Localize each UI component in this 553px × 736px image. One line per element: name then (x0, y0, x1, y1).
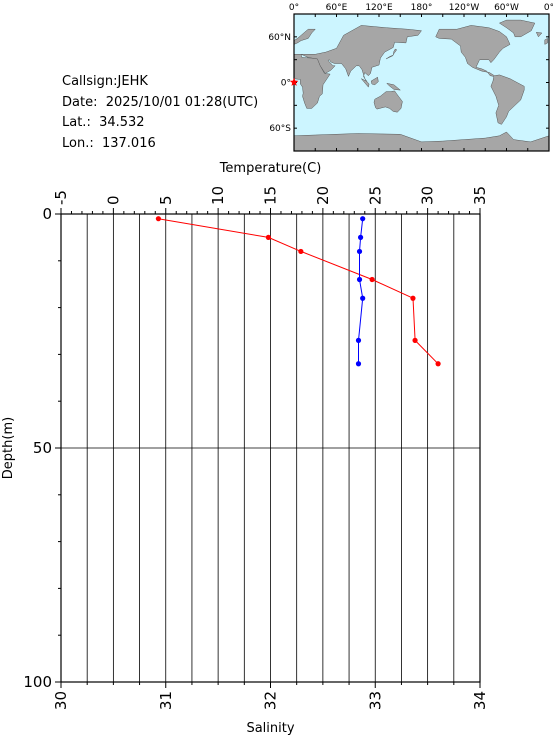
temperature-data-point (298, 248, 304, 255)
map-longitude-label: 120°W (449, 3, 480, 13)
map-land-6 (385, 48, 398, 60)
map-land-3 (361, 78, 370, 88)
temperature-data-point (412, 337, 418, 343)
temperature-data-point (435, 361, 441, 367)
map-land-11 (544, 37, 548, 45)
salinity-tick-label: 33 (366, 691, 384, 710)
salinity-data-point (355, 361, 362, 367)
temperature-tick-label: 15 (262, 186, 280, 205)
latitude-text: Lat.: 34.532 (62, 115, 145, 130)
salinity-data-point (356, 248, 363, 255)
map-longitude-label: 0° (544, 3, 553, 13)
salinity-tick-label: 32 (262, 691, 280, 710)
temperature-tick-label: 10 (209, 186, 227, 205)
temperature-axis-title: Temperature(C) (219, 161, 322, 176)
location-map: 0° 60°E 120°E 180° 120°W 60°W 0° 60°N 0° 60°S (268, 3, 553, 152)
map-latitude-label: 60°S (269, 124, 291, 134)
temperature-profile-line (158, 218, 439, 365)
temperature-tick-label: 35 (471, 186, 489, 205)
salinity-tick-label: 30 (52, 691, 70, 710)
map-land-1 (293, 54, 331, 109)
temperature-tick-label: 30 (419, 186, 437, 205)
info-block: Callsign:JEHK Date: 2025/10/01 01:28(UTC… (62, 72, 258, 154)
map-longitude-label: 180° (411, 3, 433, 13)
map-land-2 (373, 90, 403, 113)
map-longitude-label: 60°W (494, 3, 519, 13)
map-land-10 (535, 31, 543, 38)
depth-tick-label: 50 (33, 439, 52, 457)
map-longitude-label: 60°E (326, 3, 348, 13)
temperature-data-point (410, 295, 416, 301)
salinity-data-point (360, 295, 366, 301)
salinity-data-point (360, 216, 366, 222)
star-icon (289, 77, 299, 86)
temperature-tick-label: -5 (52, 190, 70, 205)
map-land-8 (498, 19, 536, 38)
depth-axis-title: Depth(m) (1, 417, 16, 479)
salinity-data-point (356, 276, 363, 283)
map-land-5 (386, 82, 402, 91)
salinity-axis-title: Salinity (246, 721, 294, 736)
salinity-data-point (357, 234, 364, 240)
temperature-data-point (155, 216, 162, 222)
salinity-tick-label: 34 (471, 691, 489, 710)
longitude-text: Lon.: 137.016 (62, 135, 156, 151)
callsign-text: Callsign:JEHK (62, 74, 148, 89)
temperature-data-point (369, 276, 375, 283)
map-latitude-label: 60°N (268, 33, 291, 43)
depth-tick-label: 0 (42, 205, 52, 223)
map-land-4 (370, 76, 379, 86)
temperature-tick-label: 5 (157, 195, 175, 205)
map-land-7 (435, 25, 525, 125)
temperature-tick-label: 20 (314, 186, 332, 205)
temperature-data-point (265, 234, 272, 240)
map-longitude-label: 0° (289, 3, 299, 13)
map-longitude-label: 120°E (365, 3, 393, 13)
salinity-tick-label: 31 (157, 691, 175, 710)
date-text: Date: 2025/10/01 01:28(UTC) (62, 94, 259, 110)
temperature-tick-label: 25 (366, 186, 384, 205)
map-land-12 (293, 28, 316, 45)
depth-tick-label: 100 (23, 673, 52, 691)
salinity-data-point (355, 337, 362, 343)
map-latitude-label: 0° (281, 79, 291, 89)
temperature-tick-label: 0 (104, 195, 122, 205)
